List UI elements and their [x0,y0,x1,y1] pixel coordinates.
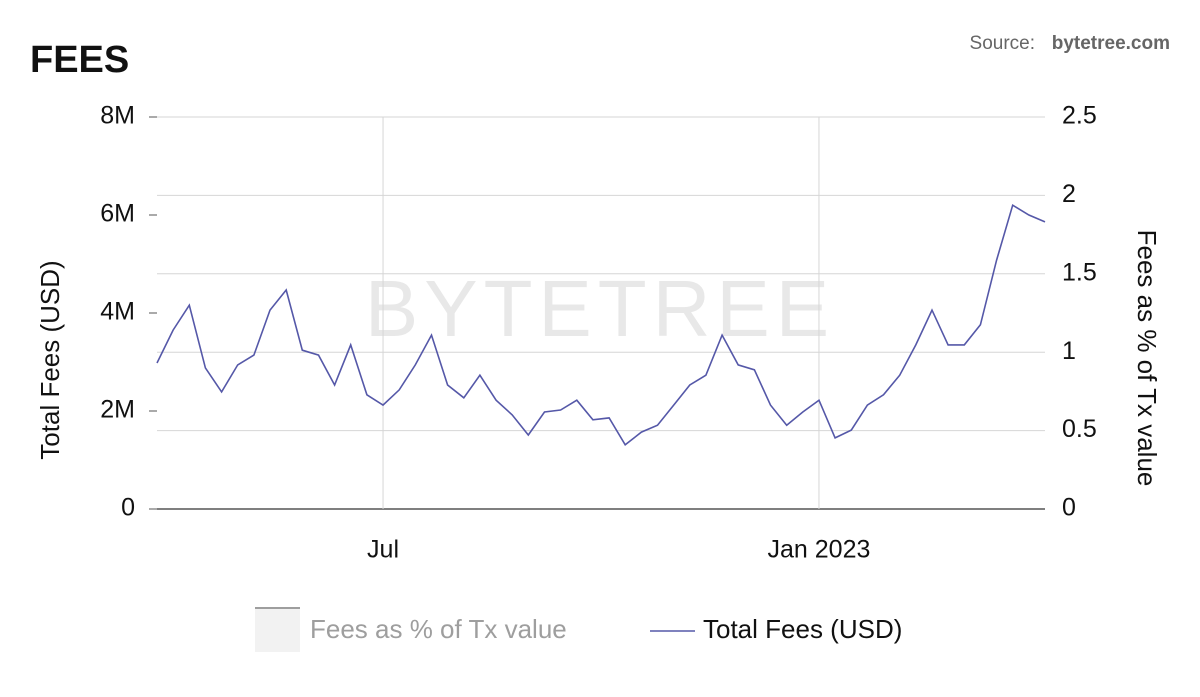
y2-tick-label: 1.5 [1062,258,1097,286]
y-tick-label: 8M [100,102,135,130]
y2-tick-label: 1 [1062,337,1076,365]
legend-swatch [255,608,300,652]
y-tick-label: 2M [100,396,135,424]
y-tick-label: 4M [100,298,135,326]
y2-tick-label: 0 [1062,494,1076,522]
watermark: BYTETREE [365,264,835,353]
x-tick-label: Jul [367,536,399,564]
y-tick-label: 0 [121,494,135,522]
y2-tick-label: 0.5 [1062,415,1097,443]
chart-title: FEES [30,39,129,81]
y-axis-label: Total Fees (USD) [35,260,65,459]
y2-tick-label: 2.5 [1062,102,1097,130]
x-tick-label: Jan 2023 [768,536,871,564]
legend-label: Total Fees (USD) [703,614,902,644]
y-tick-label: 6M [100,200,135,228]
legend-label: Fees as % of Tx value [310,614,567,644]
line-series [156,203,1046,446]
y2-tick-label: 2 [1062,180,1076,208]
source-label: Source: [970,33,1035,54]
y2-axis-label: Fees as % of Tx value [1132,230,1162,487]
source-name: bytetree.com [1052,33,1170,54]
